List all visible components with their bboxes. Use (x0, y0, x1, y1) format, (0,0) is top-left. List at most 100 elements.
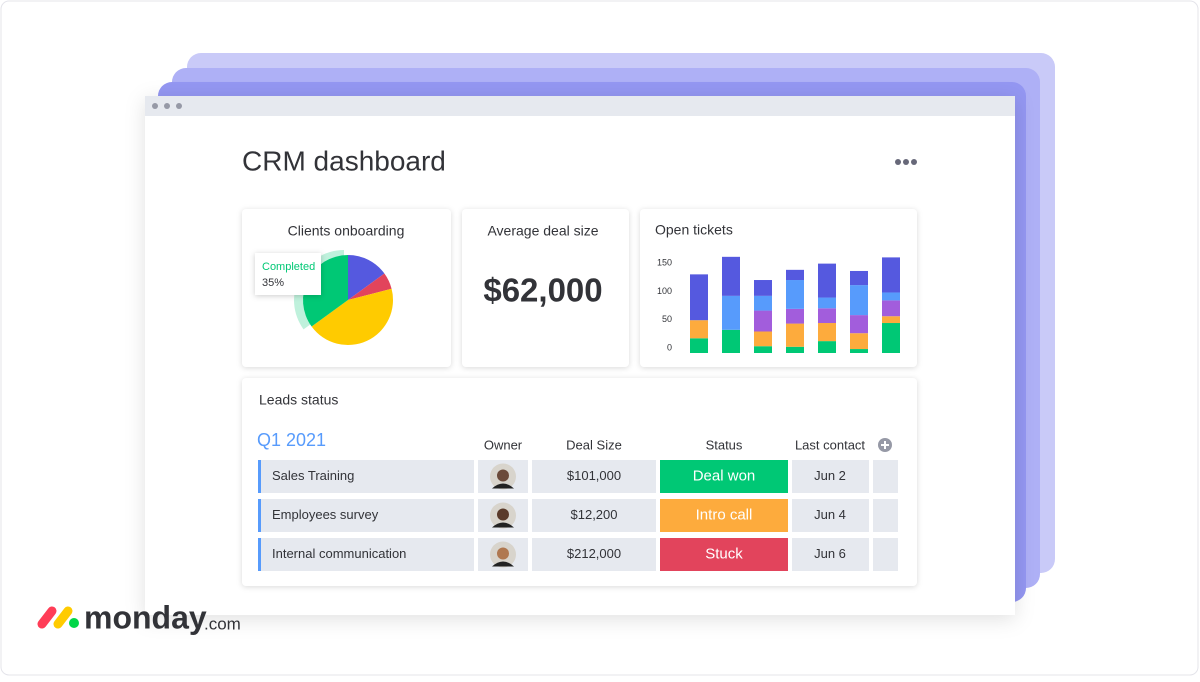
deal-cell (532, 499, 656, 532)
bar-segment (786, 308, 804, 324)
group-title: Q1 2021 (257, 430, 326, 450)
bar-segment (818, 341, 836, 353)
last-contact: Jun 4 (814, 507, 846, 522)
empty-cell (873, 538, 898, 571)
group-marker (258, 460, 261, 493)
status-cell (660, 499, 788, 532)
bar-segment (722, 256, 740, 296)
bar-segment (786, 280, 804, 309)
last-contact: Jun 2 (814, 468, 846, 483)
deal-size: $12,200 (571, 507, 618, 522)
table-title: Leads status (259, 392, 338, 408)
bar-segment (850, 315, 868, 334)
pie-slice (311, 288, 393, 346)
column-header: Owner (484, 437, 523, 452)
bar-segment (786, 269, 804, 281)
card-title: Average deal size (487, 223, 598, 239)
logo-mark (69, 618, 79, 628)
bar-segment (818, 308, 836, 324)
bar-segment (882, 316, 900, 324)
brand-logo: monday .com (37, 599, 241, 635)
y-tick-label: 100 (657, 286, 672, 296)
status-label: Intro call (696, 506, 753, 523)
bar-segment (882, 300, 900, 317)
card (462, 209, 629, 367)
table-rows: Sales Training $101,000 Deal won Jun 2 Emplo… (258, 460, 898, 571)
bar-segment (754, 331, 772, 347)
last-contact: Jun 6 (814, 546, 846, 561)
empty-cell (873, 460, 898, 493)
empty-cell (873, 499, 898, 532)
brand-name: monday (84, 599, 207, 635)
logo-mark (37, 606, 57, 629)
more-menu[interactable] (895, 159, 917, 165)
column-header: Last contact (795, 437, 865, 452)
deal-value: $62,000 (483, 272, 602, 309)
bar-segment (786, 323, 804, 347)
bar-segment (786, 346, 804, 353)
name-cell (258, 499, 474, 532)
bar-segment (882, 257, 900, 293)
date-cell (792, 499, 869, 532)
menu-dot (911, 159, 917, 165)
avatar-body (492, 522, 514, 528)
deal-size: $212,000 (567, 546, 621, 561)
bar-segment (850, 270, 868, 286)
group-marker (258, 499, 261, 532)
y-tick-label: 150 (657, 258, 672, 268)
avatar-face (497, 508, 509, 521)
avatar-body (492, 561, 514, 567)
bar-segment (754, 295, 772, 311)
deal-cell (532, 538, 656, 571)
tooltip-box (255, 253, 321, 295)
bar-segment (754, 310, 772, 332)
bar-segment (722, 329, 740, 353)
tooltip-label: Completed (262, 261, 315, 273)
status-label: Deal won (693, 467, 756, 484)
item-name: Internal communication (272, 546, 406, 561)
menu-dot (903, 159, 909, 165)
deal-cell (532, 460, 656, 493)
pie-slice (348, 255, 385, 300)
column-header: Status (706, 437, 743, 452)
bar-segment (722, 295, 740, 330)
add-column[interactable] (878, 438, 892, 452)
window-dot (152, 103, 158, 109)
bar-segment (754, 280, 772, 296)
bar-segment (850, 285, 868, 316)
card-title: Clients onboarding (288, 223, 405, 239)
bar-segment (690, 274, 708, 321)
bar-segment (882, 323, 900, 353)
bar-segment (850, 333, 868, 350)
tooltip: Completed 35% (255, 253, 321, 295)
date-cell (792, 460, 869, 493)
item-name: Employees survey (272, 507, 379, 522)
dashboard-title: CRM dashboard (242, 145, 446, 176)
bar-segment (690, 320, 708, 339)
bar-segment (818, 297, 836, 309)
card-title: Open tickets (655, 222, 733, 238)
avatar-face (497, 469, 509, 482)
column-header: Deal Size (566, 437, 622, 452)
status-cell (660, 538, 788, 571)
tooltip-value: 35% (262, 277, 284, 289)
avatar-face (497, 547, 509, 560)
title-bar (145, 96, 1015, 116)
y-tick-label: 50 (662, 314, 672, 324)
card (640, 209, 917, 367)
name-cell (258, 460, 474, 493)
status-label: Stuck (705, 545, 743, 562)
bar-chart: 0 50 100 150 (657, 256, 900, 353)
bar-segment (690, 338, 708, 353)
bar-segment (818, 263, 836, 298)
bar-segment (850, 349, 868, 353)
date-cell (792, 538, 869, 571)
bar-segment (882, 292, 900, 301)
status-cell (660, 460, 788, 493)
group-marker (258, 538, 261, 571)
window-dot (176, 103, 182, 109)
window-dot (164, 103, 170, 109)
avatar-body (492, 483, 514, 489)
pie-slice (348, 273, 392, 300)
